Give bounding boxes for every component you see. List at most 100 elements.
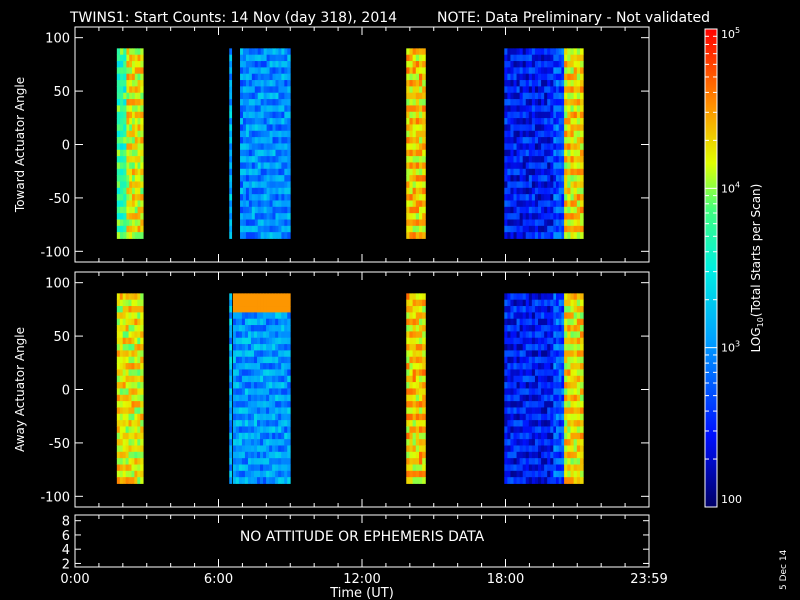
heat-cell: [541, 401, 545, 408]
heat-cell: [422, 130, 426, 138]
heat-cell: [519, 407, 524, 415]
heat-cell: [126, 232, 130, 239]
heat-cell: [131, 299, 135, 307]
heat-cell: [409, 213, 414, 220]
heat-cell: [507, 312, 511, 320]
heat-cell: [510, 54, 514, 62]
heat-cell: [281, 344, 285, 351]
heat-cell: [123, 149, 127, 157]
heat-cell: [260, 325, 264, 332]
heat-cell: [132, 80, 136, 87]
heat-cell: [122, 401, 127, 408]
heat-cell: [513, 293, 517, 301]
heat-cell: [576, 99, 581, 106]
heat-cell: [522, 401, 527, 408]
heat-cell: [269, 200, 273, 208]
heat-cell: [519, 337, 524, 345]
heat-cell: [541, 331, 545, 339]
heat-cell: [250, 318, 255, 326]
heat-cell: [134, 375, 138, 383]
heat-cell: [422, 318, 426, 326]
heat-cell: [553, 445, 557, 453]
heat-cell: [122, 312, 127, 320]
heat-cell: [281, 168, 285, 176]
heat-cell: [519, 194, 524, 201]
heat-cell: [128, 382, 132, 389]
heat-cell: [122, 477, 127, 484]
heat-cell: [266, 225, 270, 233]
heat-cell: [541, 175, 545, 182]
heat-cell: [525, 407, 530, 415]
heat-cell: [244, 394, 249, 402]
heat-cell: [137, 206, 141, 214]
heat-cell: [541, 299, 545, 307]
heat-cell: [547, 143, 551, 151]
heat-cell: [247, 337, 252, 345]
heat-cell: [534, 388, 539, 396]
heat-cell: [281, 382, 285, 389]
heat-cell: [232, 470, 237, 478]
heat-cell: [573, 451, 578, 459]
heat-cell: [123, 219, 127, 227]
heat-cell: [558, 61, 562, 68]
heat-cell: [516, 407, 521, 415]
heat-cell: [522, 143, 527, 151]
heat-cell: [254, 162, 259, 170]
heat-cell: [137, 73, 141, 81]
heat-cell: [120, 61, 124, 68]
heat-cell: [137, 162, 141, 170]
heat-cell: [419, 86, 423, 94]
heat-cell: [229, 67, 233, 75]
heat-cell: [525, 99, 530, 106]
heat-cell: [284, 194, 288, 201]
heat-cell: [263, 200, 268, 208]
heat-cell: [284, 356, 288, 364]
heat-cell: [538, 232, 542, 239]
heat-cell: [528, 312, 533, 320]
heat-cell: [507, 306, 511, 313]
heat-cell: [254, 293, 258, 301]
heat-cell: [412, 67, 417, 75]
heat-cell: [263, 61, 268, 68]
heat-cell: [573, 439, 578, 446]
heat-cell: [570, 187, 575, 195]
heat-cell: [287, 124, 291, 132]
heat-cell: [244, 413, 249, 421]
heat-cell: [287, 80, 291, 87]
heat-cell: [522, 48, 527, 56]
heat-cell: [422, 470, 426, 478]
heat-cell: [137, 92, 141, 100]
heat-cell: [547, 156, 551, 163]
heat-cell: [241, 439, 246, 446]
heat-cell: [504, 426, 508, 434]
heat-cell: [553, 299, 557, 307]
heat-cell: [229, 48, 233, 56]
heat-cell: [538, 175, 542, 182]
heat-cell: [272, 73, 276, 81]
heat-cell: [140, 61, 144, 68]
heat-cell: [235, 306, 240, 313]
heat-cell: [406, 363, 410, 370]
heat-cell: [134, 458, 138, 465]
heat-cell: [232, 394, 237, 402]
heat-cell: [544, 54, 548, 62]
heat-cell: [580, 369, 584, 377]
heat-cell: [134, 137, 138, 144]
heat-cell: [269, 111, 273, 119]
heat-cell: [573, 124, 578, 132]
heat-cell: [561, 451, 565, 459]
heat-cell: [122, 458, 127, 465]
heat-cell: [519, 293, 524, 301]
heat-cell: [257, 175, 262, 182]
heat-cell: [553, 187, 557, 195]
heat-cell: [573, 130, 578, 138]
heat-cell: [134, 105, 138, 113]
heat-cell: [415, 67, 420, 75]
heat-cell: [269, 187, 273, 195]
heat-cell: [516, 213, 521, 220]
heat-cell: [561, 194, 565, 201]
heat-cell: [556, 67, 560, 75]
heat-cell: [278, 369, 282, 377]
heat-cell: [134, 92, 138, 100]
heat-cell: [281, 149, 285, 157]
